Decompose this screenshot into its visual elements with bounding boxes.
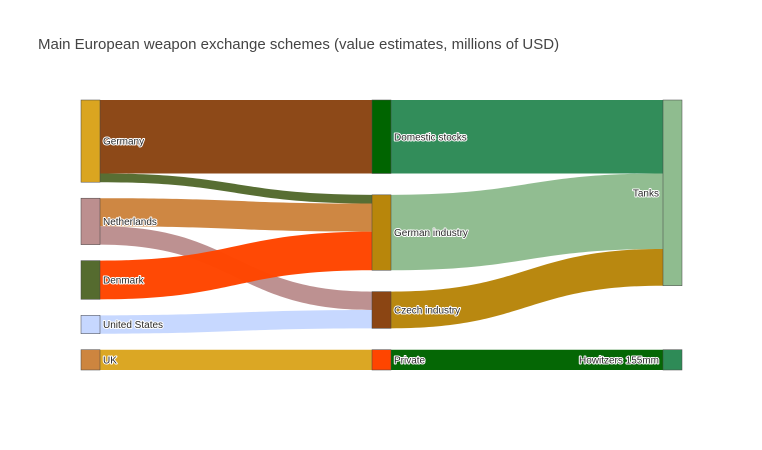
node-label-germany: Germany — [103, 137, 144, 148]
link-germany-to-domestic[interactable] — [100, 100, 372, 174]
node-german_ind[interactable] — [371, 194, 392, 271]
node-howitzers[interactable] — [662, 349, 683, 371]
node-label-netherlands: Netherlands — [103, 217, 157, 228]
node-label-german_ind: German industry — [394, 228, 468, 239]
node-us[interactable] — [80, 315, 101, 334]
node-label-howitzers: Howitzers 155mm — [579, 355, 659, 366]
link-us-to-czech_ind[interactable] — [100, 309, 372, 334]
node-label-uk: UK — [103, 355, 117, 366]
link-german_ind-to-tanks[interactable] — [391, 173, 663, 271]
node-denmark[interactable] — [80, 260, 101, 300]
node-label-domestic: Domestic stocks — [394, 132, 467, 143]
labels-layer: Germany Netherlands Denmark United States UK… — [102, 131, 660, 367]
link-private-to-howitzers[interactable] — [391, 349, 663, 370]
node-tanks[interactable] — [662, 99, 683, 286]
node-label-private: Private — [394, 355, 426, 366]
node-label-czech_ind: Czech industry — [394, 305, 460, 316]
link-netherlands-to-german_ind[interactable] — [100, 198, 372, 232]
link-czech_ind-to-tanks[interactable] — [391, 248, 663, 329]
node-label-us: United States — [103, 320, 163, 331]
link-denmark-to-german_ind[interactable] — [100, 231, 372, 300]
node-domestic[interactable] — [371, 99, 392, 174]
links-layer — [100, 100, 663, 370]
node-uk[interactable] — [80, 349, 101, 371]
node-germany[interactable] — [80, 99, 101, 183]
node-label-denmark: Denmark — [103, 275, 145, 286]
node-czech_ind[interactable] — [371, 291, 392, 329]
link-domestic-to-tanks[interactable] — [391, 100, 663, 174]
node-netherlands[interactable] — [80, 197, 101, 245]
link-germany-to-german_ind[interactable] — [100, 173, 372, 204]
node-label-tanks: Tanks — [633, 188, 659, 199]
chart-title: Main European weapon exchange schemes (v… — [38, 36, 560, 53]
link-uk-to-private[interactable] — [100, 349, 372, 370]
node-private[interactable] — [371, 349, 392, 371]
nodes-layer — [80, 99, 683, 371]
